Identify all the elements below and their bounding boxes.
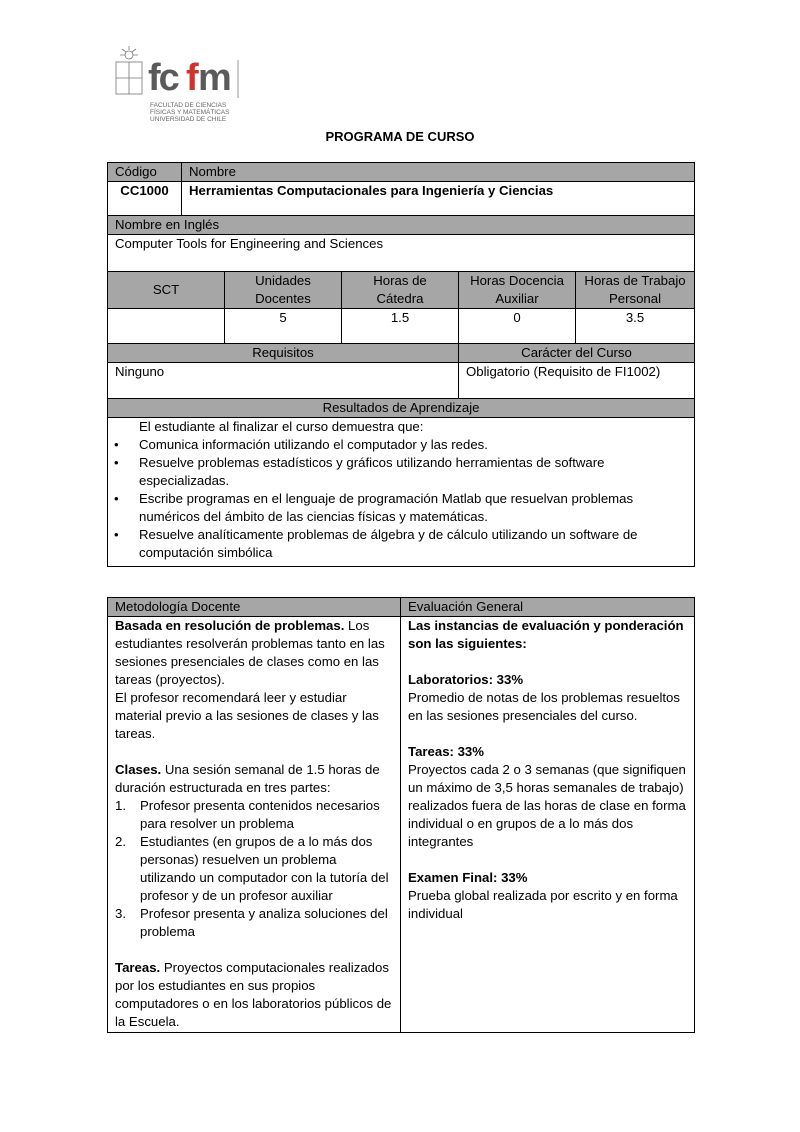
list-item: Escribe programas en el lenguaje de prog… <box>108 490 687 526</box>
eval-item-text: Promedio de notas de los problemas resue… <box>408 690 680 723</box>
fcfm-logo: fc f m FACULTAD DE CIENCIAS FÍSICAS Y MA… <box>112 46 242 128</box>
unidades-value: 5 <box>224 308 342 344</box>
resultados-label: Resultados de Aprendizaje <box>106 398 696 418</box>
svg-text:f: f <box>186 57 199 99</box>
list-item: Resuelve analíticamente problemas de álg… <box>108 526 687 562</box>
metodologia-label: Metodología Docente <box>107 597 401 617</box>
english-name-label: Nombre en Inglés <box>106 215 696 235</box>
name-label: Nombre <box>180 162 696 182</box>
catedra-header: Horas de Cátedra <box>341 271 459 309</box>
svg-text:FACULTAD DE CIENCIAS: FACULTAD DE CIENCIAS <box>150 102 227 109</box>
clases-bold: Clases. <box>115 762 162 777</box>
clases-text: Una sesión semanal de 1.5 horas de durac… <box>115 762 380 795</box>
evaluacion-intro: Las instancias de evaluación y ponderaci… <box>408 618 684 651</box>
metodologia-bold: Basada en resolución de problemas. <box>115 618 345 633</box>
caracter-value: Obligatorio (Requisito de FI1002) <box>457 362 696 399</box>
tareas-bold: Tareas. <box>115 960 161 975</box>
personal-header: Horas de Trabajo Personal <box>574 271 696 309</box>
unidades-header: Unidades Docentes <box>224 271 342 309</box>
clases-steps: 1. Profesor presenta contenidos necesario… <box>115 797 393 941</box>
catedra-value: 1.5 <box>341 308 459 344</box>
page-title: PROGRAMA DE CURSO <box>325 129 475 144</box>
svg-text:UNIVERSIDAD DE CHILE: UNIVERSIDAD DE CHILE <box>150 116 227 123</box>
svg-text:FÍSICAS Y MATEMÁTICAS: FÍSICAS Y MATEMÁTICAS <box>150 107 230 116</box>
methodology-table: Metodología Docente Evaluación General B… <box>107 597 695 1033</box>
metodologia-text-2: El profesor recomendará leer y estudiar … <box>115 690 379 741</box>
sct-value <box>107 308 225 344</box>
outcomes-intro: El estudiante al finalizar el curso demu… <box>139 419 424 434</box>
eval-item-text: Prueba global realizada por escrito y en… <box>408 888 678 921</box>
evaluacion-label: Evaluación General <box>400 597 695 617</box>
list-item: Comunica información utilizando el compu… <box>108 436 687 454</box>
requisitos-label: Requisitos <box>107 343 459 363</box>
list-item: 2. Estudiantes (en grupos de a lo más dos… <box>115 834 389 903</box>
sct-header: SCT <box>107 271 225 309</box>
list-item: 1. Profesor presenta contenidos necesario… <box>115 798 380 831</box>
svg-text:m: m <box>198 57 232 99</box>
english-name: Computer Tools for Engineering and Scien… <box>106 234 696 272</box>
course-name: Herramientas Computacionales para Ingeni… <box>180 181 696 216</box>
eval-item-title: Laboratorios: 33% <box>408 672 524 687</box>
caracter-label: Carácter del Curso <box>457 343 696 363</box>
course-info-table: Código Nombre CC1000 Herramientas Comput… <box>106 162 696 567</box>
svg-text:fc: fc <box>148 57 180 99</box>
tareas-text: Proyectos computacionales realizados por… <box>115 960 392 1029</box>
code-label: Código <box>107 162 182 182</box>
evaluacion-content: Las instancias de evaluación y ponderaci… <box>400 616 695 1033</box>
personal-value: 3.5 <box>574 308 696 344</box>
metodologia-content: Basada en resolución de problemas. Los e… <box>107 616 401 1033</box>
auxiliar-value: 0 <box>458 308 576 344</box>
eval-item-title: Examen Final: 33% <box>408 870 528 885</box>
university-seal-icon: fc f m FACULTAD DE CIENCIAS FÍSICAS Y MA… <box>115 46 239 123</box>
eval-item-text: Proyectos cada 2 o 3 semanas (que signif… <box>408 762 686 849</box>
learning-outcomes-list: El estudiante al finalizar el curso demu… <box>108 418 687 562</box>
requisitos-value: Ninguno <box>107 362 459 399</box>
eval-item-title: Tareas: 33% <box>408 744 484 759</box>
auxiliar-header: Horas Docencia Auxiliar <box>458 271 576 309</box>
list-item: Resuelve problemas estadísticos y gráfic… <box>108 454 687 490</box>
metodologia-text: Los estudiantes resolverán problemas tan… <box>115 618 385 687</box>
list-item: 3. Profesor presenta y analiza soluciones… <box>115 906 388 939</box>
course-code: CC1000 <box>107 181 182 216</box>
